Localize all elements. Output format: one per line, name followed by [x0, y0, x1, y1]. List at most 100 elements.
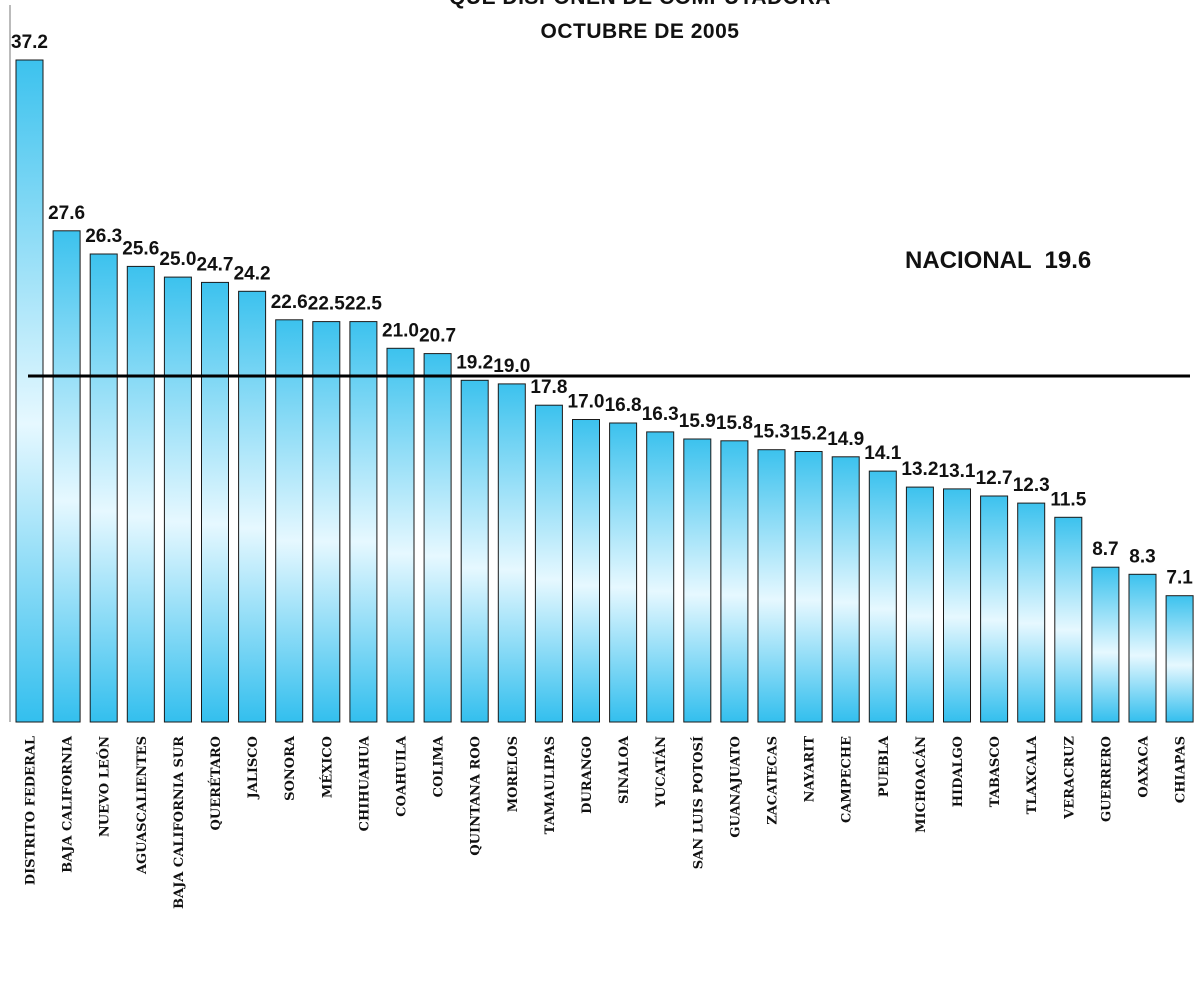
value-label-7: 24.2 [234, 263, 271, 284]
bar-23 [831, 456, 860, 723]
value-label-31: 8.3 [1129, 546, 1155, 567]
category-label-23: CAMPECHE [840, 736, 855, 823]
bar-22 [794, 451, 823, 723]
category-label-11: COAHUILA [395, 735, 410, 817]
category-label-4: AGUASCALIENTES [135, 736, 150, 875]
value-label-4: 25.6 [122, 238, 159, 259]
value-label-26: 13.1 [939, 461, 976, 482]
bar-14 [497, 383, 526, 723]
category-label-30: GUERRERO [1099, 736, 1114, 822]
category-label-22: NAYARIT [803, 736, 818, 803]
value-label-29: 11.5 [1050, 489, 1086, 510]
category-label-29: VERACRUZ [1062, 736, 1077, 820]
bar-19 [683, 438, 712, 723]
category-label-2: BAJA CALIFORNIA [61, 735, 76, 873]
value-label-10: 22.5 [345, 294, 382, 315]
bar-26 [943, 488, 971, 723]
value-label-28: 12.3 [1013, 475, 1050, 496]
value-label-15: 17.8 [530, 377, 567, 398]
value-label-6: 24.7 [197, 254, 234, 275]
category-label-26: HIDALGO [951, 736, 966, 807]
category-label-31: OAXACA [1137, 735, 1152, 797]
category-label-28: TLAXCALA [1025, 735, 1040, 814]
bar-10 [349, 321, 378, 723]
value-label-21: 15.3 [753, 422, 790, 443]
category-label-6: QUERÉTARO [208, 736, 224, 830]
category-label-16: DURANGO [580, 736, 595, 814]
bar-27 [980, 495, 1009, 723]
bar-32 [1165, 595, 1194, 723]
value-label-24: 14.1 [864, 443, 901, 464]
national-average-label: NACIONAL 19.6 [905, 247, 1091, 274]
category-label-32: CHIAPAS [1174, 736, 1189, 803]
category-label-12: COLIMA [432, 735, 447, 797]
category-label-14: MORELOS [506, 736, 521, 812]
bar-20 [720, 440, 749, 723]
bar-13 [460, 379, 489, 723]
category-label-18: YUCATÁN [653, 736, 669, 808]
bar-11 [386, 347, 415, 723]
category-label-10: CHIHUAHUA [357, 735, 372, 831]
bar-3 [89, 253, 118, 723]
category-label-19: SAN LUIS POTOSÍ [690, 736, 706, 869]
bar-7 [238, 290, 267, 723]
value-label-18: 16.3 [642, 404, 679, 425]
bar-30 [1091, 566, 1120, 723]
category-label-8: SONORA [283, 735, 298, 801]
bar-4 [126, 265, 155, 723]
value-label-19: 15.9 [679, 411, 716, 432]
category-label-25: MICHOACÁN [913, 736, 929, 833]
bar-31 [1128, 573, 1157, 723]
bar-28 [1017, 502, 1046, 723]
value-label-11: 21.0 [382, 320, 419, 341]
chart-title-line2: OCTUBRE DE 2005 [540, 20, 740, 43]
category-label-20: GUANAJUATO [728, 736, 743, 838]
bar-25 [905, 486, 934, 723]
value-label-20: 15.8 [716, 413, 753, 434]
category-label-21: ZACATECAS [766, 736, 781, 825]
category-label-24: PUEBLA [877, 735, 892, 797]
value-label-5: 25.0 [159, 249, 196, 270]
value-label-27: 12.7 [976, 468, 1013, 489]
bar-12 [423, 353, 452, 723]
bar-21 [757, 449, 786, 723]
value-label-13: 19.2 [456, 352, 493, 373]
value-label-9: 22.5 [308, 294, 345, 315]
bar-29 [1054, 516, 1083, 723]
value-label-12: 20.7 [419, 326, 456, 347]
value-label-22: 15.2 [790, 424, 827, 445]
value-label-1: 37.2 [11, 32, 48, 53]
bar-8 [275, 319, 304, 723]
value-label-8: 22.6 [271, 292, 308, 313]
value-label-17: 16.8 [605, 395, 642, 416]
category-label-7: JALISCO [246, 736, 261, 800]
bar-9 [312, 321, 341, 723]
bar-2 [52, 230, 81, 723]
bar-15 [534, 404, 563, 723]
value-label-23: 14.9 [827, 429, 864, 450]
value-label-30: 8.7 [1092, 539, 1118, 560]
category-label-9: MÉXICO [319, 736, 335, 798]
bar-6 [201, 281, 229, 723]
category-label-3: NUEVO LEÓN [96, 736, 113, 837]
value-label-25: 13.2 [901, 459, 938, 480]
chart-title-line1: QUE DISPONEN DE COMPUTADORA [0, 0, 1204, 10]
bar-18 [646, 431, 675, 723]
bar-1 [15, 59, 44, 723]
value-label-2: 27.6 [48, 203, 85, 224]
value-label-32: 7.1 [1166, 568, 1193, 589]
value-label-3: 26.3 [85, 226, 122, 247]
category-label-5: BAJA CALIFORNIA SUR [172, 736, 187, 909]
category-label-27: TABASCO [988, 736, 1003, 807]
bar-16 [572, 419, 600, 723]
category-label-13: QUINTANA ROO [469, 736, 484, 856]
value-label-14: 19.0 [493, 356, 530, 377]
category-label-17: SINALOA [617, 735, 632, 804]
category-label-15: TAMAULIPAS [543, 736, 558, 834]
bar-24 [868, 470, 897, 723]
value-label-16: 17.0 [568, 392, 605, 413]
category-label-1: DISTRITO FEDERAL [24, 736, 39, 885]
bar-17 [609, 422, 638, 723]
bar-5 [163, 276, 192, 723]
